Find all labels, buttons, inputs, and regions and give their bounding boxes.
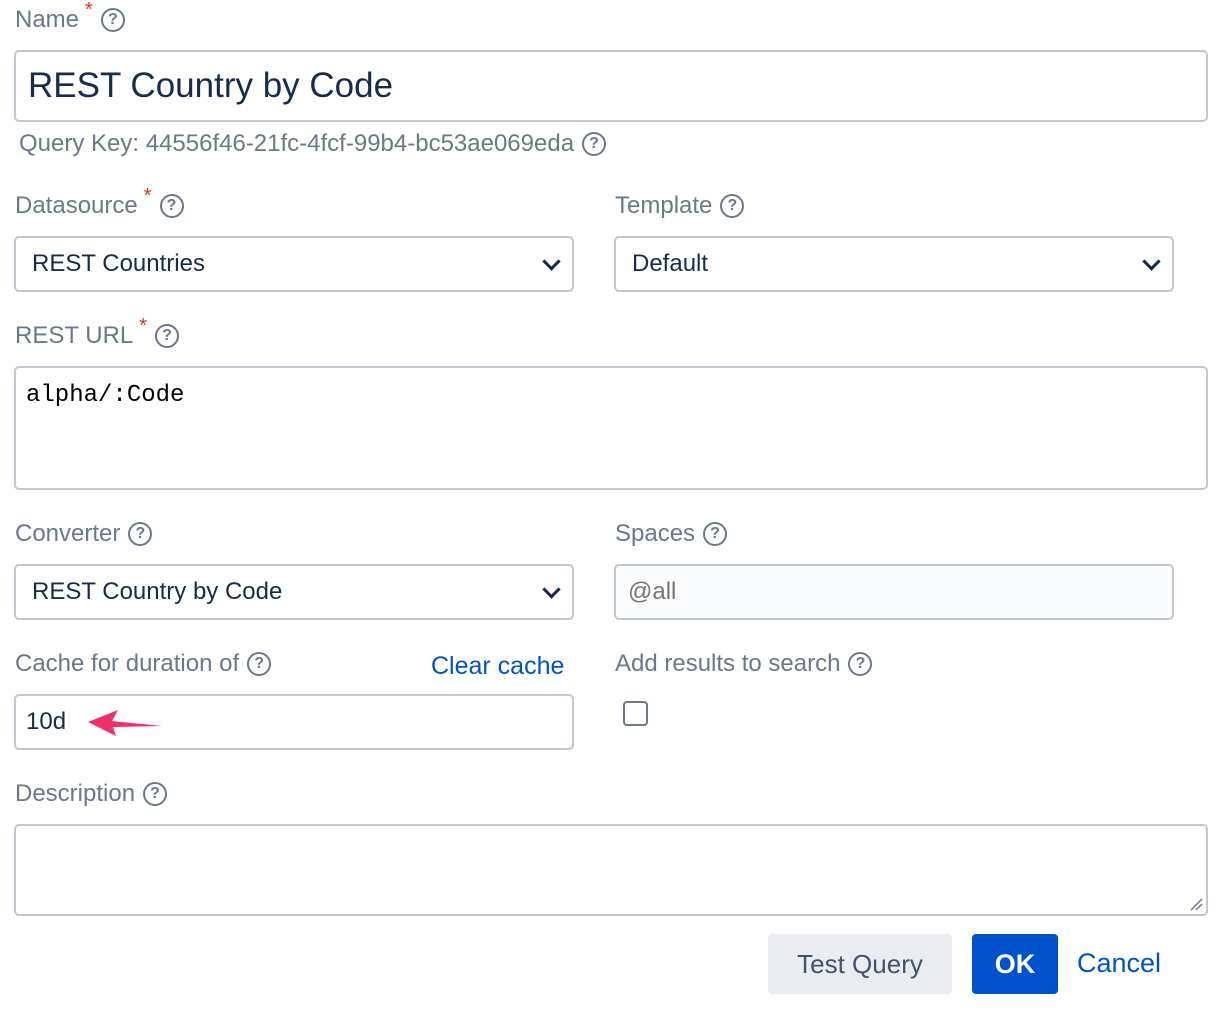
- converter-value: REST Country by Code: [32, 578, 283, 605]
- help-icon[interactable]: ?: [703, 522, 728, 546]
- required-marker: *: [85, 0, 93, 21]
- converter-label: Converter?: [15, 520, 153, 548]
- cache-value: 10d: [26, 708, 67, 735]
- help-icon[interactable]: ?: [848, 652, 873, 676]
- add-results-label: Add results to search?: [615, 650, 873, 678]
- template-select[interactable]: Default: [614, 236, 1174, 292]
- description-label: Description?: [15, 780, 168, 808]
- chevron-down-icon: [1142, 251, 1161, 271]
- help-icon[interactable]: ?: [582, 132, 607, 156]
- rest-url-value: alpha/:Code: [26, 382, 185, 409]
- spaces-input[interactable]: [614, 564, 1174, 620]
- add-results-label-text: Add results to search: [615, 650, 841, 677]
- resize-handle-icon[interactable]: [1189, 897, 1203, 911]
- rest-url-textarea[interactable]: alpha/:Code: [14, 366, 1208, 490]
- template-label-text: Template: [615, 192, 713, 219]
- help-icon[interactable]: ?: [155, 324, 180, 348]
- rest-url-label: REST URL *?: [15, 315, 180, 350]
- help-icon[interactable]: ?: [143, 782, 168, 806]
- query-key-text: Query Key: 44556f46-21fc-4fcf-99b4-bc53a…: [19, 130, 575, 157]
- help-icon[interactable]: ?: [100, 8, 125, 32]
- cache-label: Cache for duration of?: [15, 650, 272, 678]
- help-icon[interactable]: ?: [720, 194, 745, 218]
- datasource-label-text: Datasource: [15, 192, 138, 219]
- help-icon[interactable]: ?: [128, 522, 153, 546]
- converter-label-text: Converter: [15, 520, 121, 547]
- required-marker: *: [143, 184, 152, 207]
- add-results-checkbox[interactable]: [623, 701, 648, 726]
- required-marker: *: [139, 314, 148, 337]
- template-value: Default: [632, 250, 709, 277]
- ok-button[interactable]: OK: [972, 934, 1058, 994]
- chevron-down-icon: [542, 579, 561, 599]
- help-icon[interactable]: ?: [159, 194, 184, 218]
- test-query-button[interactable]: Test Query: [768, 934, 952, 994]
- name-label: Name *?: [15, 0, 125, 34]
- datasource-label: Datasource *?: [15, 185, 184, 220]
- datasource-value: REST Countries: [32, 250, 205, 277]
- template-label: Template?: [615, 192, 745, 220]
- clear-cache-link[interactable]: Clear cache: [431, 652, 565, 680]
- description-label-text: Description: [15, 780, 136, 807]
- name-label-text: Name: [15, 6, 80, 33]
- annotation-arrow-icon: [88, 710, 162, 736]
- rest-url-label-text: REST URL: [15, 322, 134, 349]
- help-icon[interactable]: ?: [247, 652, 272, 676]
- name-input[interactable]: REST Country by Code: [14, 50, 1208, 122]
- chevron-down-icon: [542, 251, 561, 271]
- datasource-select[interactable]: REST Countries: [14, 236, 574, 292]
- cancel-button[interactable]: Cancel: [1077, 948, 1162, 978]
- cache-label-text: Cache for duration of: [15, 650, 240, 677]
- spaces-label-text: Spaces: [615, 520, 696, 547]
- name-input-value: REST Country by Code: [28, 66, 394, 105]
- description-textarea[interactable]: [14, 824, 1208, 916]
- spaces-label: Spaces?: [615, 520, 728, 548]
- query-key: Query Key: 44556f46-21fc-4fcf-99b4-bc53a…: [19, 130, 607, 158]
- converter-select[interactable]: REST Country by Code: [14, 564, 574, 620]
